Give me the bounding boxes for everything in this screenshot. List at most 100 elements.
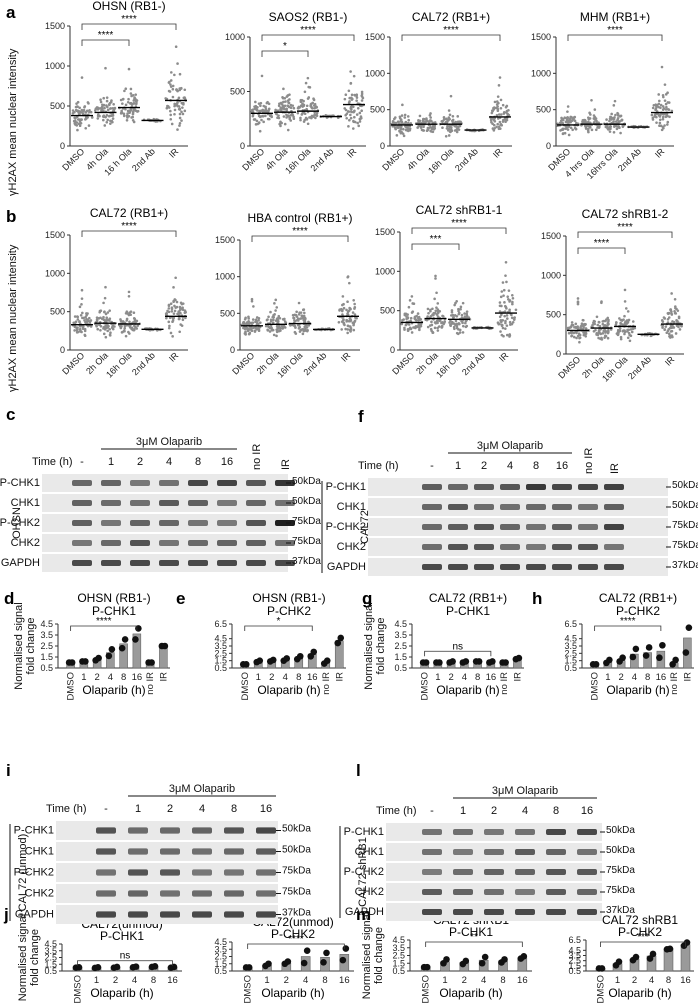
data-point (104, 66, 107, 70)
data-point (563, 131, 567, 135)
data-point (630, 330, 634, 334)
x-tick-label: IR (334, 672, 345, 682)
x-tick-label: 2nd Ab (626, 354, 653, 381)
data-point (320, 959, 327, 966)
data-point (151, 962, 159, 970)
time-label: Time (h) (358, 460, 399, 472)
significance-label: ns (120, 951, 131, 962)
data-point (462, 957, 470, 965)
data-point (103, 325, 106, 329)
data-point (351, 127, 355, 130)
data-point (626, 310, 630, 313)
panel-letter-a: a (6, 3, 16, 22)
blot-band (72, 500, 92, 506)
data-point (663, 124, 666, 127)
data-point (299, 116, 302, 120)
data-point (105, 323, 109, 327)
data-point (313, 111, 317, 114)
data-point (305, 323, 308, 327)
data-point (292, 115, 295, 119)
blot-band (422, 909, 442, 915)
data-point (248, 332, 251, 336)
data-point (285, 116, 288, 119)
data-point (178, 122, 182, 125)
data-point (281, 318, 285, 321)
data-point (567, 133, 571, 137)
data-point (80, 288, 84, 292)
data-point (129, 87, 133, 91)
data-point (410, 331, 414, 334)
data-point (283, 122, 287, 126)
data-point (409, 316, 413, 320)
data-point (499, 320, 503, 324)
data-point (618, 317, 621, 320)
data-point (127, 97, 130, 101)
data-point (349, 82, 353, 85)
data-point (127, 313, 131, 317)
data-point (172, 312, 176, 315)
blot-band (192, 869, 212, 876)
data-point (570, 321, 574, 324)
data-point (360, 109, 363, 113)
data-point (429, 119, 433, 123)
x-tick-label: 2nd Ab (453, 146, 480, 173)
data-point (108, 309, 111, 312)
data-point (83, 105, 87, 108)
data-point (87, 124, 91, 127)
data-point (243, 318, 247, 321)
data-point (492, 129, 496, 132)
data-point (167, 106, 171, 109)
data-point (598, 965, 606, 972)
data-point (658, 121, 662, 125)
data-point (170, 122, 174, 126)
data-point (584, 334, 588, 338)
data-point (177, 107, 181, 111)
data-point (353, 120, 357, 124)
data-point (669, 330, 673, 333)
kda-marker: 50kDa (292, 476, 321, 487)
data-point (293, 319, 297, 323)
blot-band (515, 909, 535, 915)
western-blot-c: 3μM Olaparib Time (h) - 1 2 4 8 16 no IR IR P-CHK1… (0, 436, 321, 572)
data-point (315, 113, 318, 117)
data-point (128, 320, 131, 324)
data-point (173, 309, 177, 313)
data-point (400, 114, 404, 117)
data-point (244, 333, 247, 336)
blot-band (192, 848, 212, 855)
data-point (431, 331, 434, 334)
blot-band (256, 911, 276, 918)
y-tick-label: 0 (390, 345, 395, 355)
data-point (80, 297, 84, 300)
data-point (515, 654, 523, 662)
data-point (666, 123, 669, 126)
data-point (285, 109, 288, 112)
data-point (342, 319, 345, 322)
data-point (423, 963, 431, 971)
data-point (304, 327, 307, 331)
x-tick-label: 2 (632, 975, 637, 986)
data-point (678, 328, 682, 331)
significance-label: **** (288, 934, 304, 945)
chart-title: HBA control (RB1+) (247, 211, 352, 225)
blot-band (72, 560, 92, 566)
blot-band (188, 560, 208, 566)
data-point (266, 100, 269, 104)
data-point (178, 112, 182, 116)
data-point (98, 323, 102, 327)
data-point (662, 95, 665, 99)
data-point (451, 118, 455, 122)
data-point (347, 89, 351, 93)
data-point (257, 318, 260, 322)
data-point (113, 963, 121, 971)
x-tick-label: 16 (167, 975, 178, 986)
data-point (105, 652, 113, 660)
data-point (574, 127, 578, 131)
data-point (176, 89, 179, 93)
data-point (624, 307, 628, 310)
data-point (173, 112, 176, 116)
data-point (577, 332, 581, 336)
